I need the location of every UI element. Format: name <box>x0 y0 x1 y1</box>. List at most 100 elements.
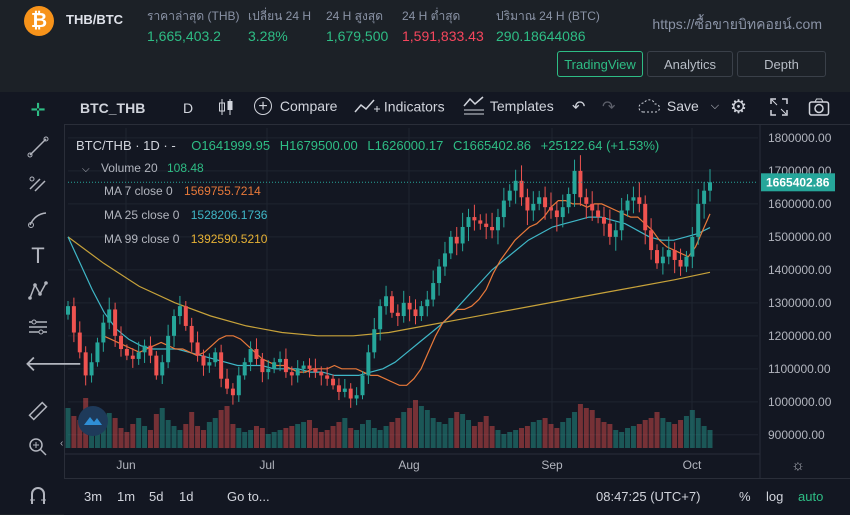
percent-scale-toggle[interactable]: % <box>739 489 751 504</box>
candle-body <box>260 358 265 373</box>
candle-body <box>448 236 453 254</box>
candle-body <box>136 352 141 359</box>
time-tick-label: Oct <box>683 458 702 472</box>
time-axis: Jun Jul Aug Sep Oct ☼ <box>64 453 805 474</box>
volume-bar <box>530 422 536 448</box>
volume-bar <box>159 408 165 448</box>
volume-bar <box>71 416 77 448</box>
candle-body <box>672 250 677 260</box>
candle-body <box>507 190 512 201</box>
tab-depth[interactable]: Depth <box>737 51 826 77</box>
screenshot-camera-icon[interactable] <box>808 97 830 120</box>
ma7-path <box>103 199 711 386</box>
stat-label: ปริมาณ 24 H (BTC) <box>496 9 600 23</box>
candle-body <box>631 197 636 201</box>
volume-bar <box>483 416 489 448</box>
auto-scale-toggle[interactable]: auto <box>798 489 824 504</box>
candle-body <box>537 197 542 204</box>
range-1m[interactable]: 1m <box>117 489 136 504</box>
candle-body <box>201 355 206 366</box>
volume-bar <box>572 412 578 448</box>
clock-time[interactable]: 08:47:25 (UTC+7) <box>596 489 701 504</box>
volume-bar <box>507 432 513 448</box>
price-tick-label: 1600000.00 <box>768 197 832 211</box>
site-url[interactable]: https://ซื้อขายบิทคอยน์.com <box>652 16 822 32</box>
magnet-icon[interactable] <box>24 484 52 508</box>
chart-grid <box>68 128 758 448</box>
candle-body <box>660 256 665 264</box>
volume-bar <box>306 420 312 448</box>
volume-bar <box>224 406 230 448</box>
price-tick-label: 900000.00 <box>768 428 825 442</box>
candle-body <box>71 306 76 333</box>
go-to-date[interactable]: Go to... <box>227 489 270 504</box>
volume-bar <box>678 420 684 448</box>
candle-body <box>148 345 153 356</box>
volume-bar <box>683 416 689 448</box>
fullscreen-icon[interactable] <box>769 97 789 120</box>
volume-bar <box>636 424 642 448</box>
last-price-label: 1665402.86 <box>766 175 830 189</box>
log-scale-toggle[interactable]: log <box>766 489 784 504</box>
pattern-tool-icon[interactable] <box>24 280 52 304</box>
compare-label: Compare <box>279 98 338 115</box>
save-button[interactable]: Save ⌵ <box>637 97 719 115</box>
candlestick-style-icon[interactable] <box>218 97 234 120</box>
candle-body <box>584 197 589 204</box>
last-price-badge <box>761 173 835 192</box>
templates-button[interactable]: Templates <box>462 96 554 116</box>
candle-body <box>566 193 571 208</box>
candle-body <box>625 200 630 211</box>
back-arrow-icon[interactable]: 🡐 <box>24 351 83 376</box>
range-5d[interactable]: 5d <box>149 489 164 504</box>
settings-gear-icon[interactable]: ⚙ <box>730 97 748 118</box>
scroll-left-icon[interactable]: ‹ <box>60 438 64 449</box>
prediction-tool-icon[interactable] <box>24 316 52 340</box>
volume-bar <box>118 428 124 448</box>
symbol-search[interactable]: BTC_THB <box>80 100 146 116</box>
volume-bar <box>660 418 666 448</box>
volume-bar <box>253 426 259 448</box>
zoom-in-icon[interactable] <box>24 436 52 460</box>
volume-bar <box>348 428 354 448</box>
tab-tradingview[interactable]: TradingView <box>557 51 643 77</box>
candle-body <box>242 362 247 376</box>
volume-bar <box>418 406 424 448</box>
volume-bar <box>183 424 189 448</box>
fib-tool-icon[interactable] <box>24 172 52 196</box>
brush-icon[interactable] <box>24 208 52 232</box>
trend-line-icon[interactable] <box>24 136 52 160</box>
volume-bar <box>153 414 159 448</box>
volume-bar <box>77 420 83 448</box>
crosshair-icon[interactable]: ✛ <box>30 100 46 120</box>
close-value: C1665402.86 <box>452 138 532 153</box>
undo-icon[interactable]: ↶ <box>572 99 586 116</box>
candle-body <box>407 302 412 310</box>
chevron-down-icon[interactable]: ⌵ <box>82 164 90 175</box>
cloud-icon <box>638 99 660 113</box>
stat-last-price: ราคาล่าสุด (THB) 1,665,403.2 <box>147 7 239 44</box>
range-1d[interactable]: 1d <box>179 489 194 504</box>
candle-body <box>548 207 553 211</box>
ma25-value: 1528206.1736 <box>190 208 268 222</box>
tab-analytics[interactable]: Analytics <box>647 51 733 77</box>
text-tool-icon[interactable]: T <box>31 243 45 268</box>
interval-selector[interactable]: D <box>183 100 194 116</box>
redo-icon[interactable]: ↷ <box>602 99 616 116</box>
candle-body <box>172 316 177 336</box>
chart-toolbar: BTC_THB D + Compare Indicators Templates… <box>64 92 850 125</box>
volume-bar <box>242 432 248 448</box>
volume-bar <box>642 420 648 448</box>
range-3m[interactable]: 3m <box>84 489 103 504</box>
volume-bar <box>672 424 678 448</box>
candle-body <box>601 217 606 224</box>
compare-button[interactable]: + Compare <box>254 97 338 116</box>
indicators-button[interactable]: Indicators <box>354 97 445 115</box>
volume-bar <box>589 410 595 448</box>
ruler-icon[interactable] <box>24 400 52 424</box>
candle-body <box>554 210 559 218</box>
ma25-legend: MA 25 close 0 1528206.1736 <box>104 208 267 222</box>
price-chart[interactable]: 1800000.001700000.001600000.001500000.00… <box>64 124 850 478</box>
candle-body <box>77 332 82 353</box>
candle-body <box>696 203 701 237</box>
